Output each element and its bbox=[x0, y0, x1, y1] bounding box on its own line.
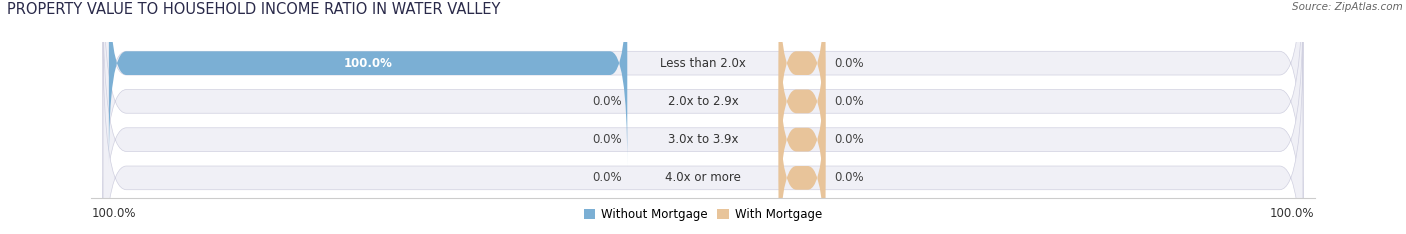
Text: 100.0%: 100.0% bbox=[91, 207, 136, 220]
Text: 4.0x or more: 4.0x or more bbox=[665, 171, 741, 184]
Text: PROPERTY VALUE TO HOUSEHOLD INCOME RATIO IN WATER VALLEY: PROPERTY VALUE TO HOUSEHOLD INCOME RATIO… bbox=[7, 2, 501, 17]
FancyBboxPatch shape bbox=[779, 37, 825, 234]
Text: 0.0%: 0.0% bbox=[834, 95, 863, 108]
FancyBboxPatch shape bbox=[779, 0, 825, 166]
Text: 0.0%: 0.0% bbox=[834, 171, 863, 184]
Text: Source: ZipAtlas.com: Source: ZipAtlas.com bbox=[1292, 2, 1403, 12]
Text: 0.0%: 0.0% bbox=[592, 133, 621, 146]
FancyBboxPatch shape bbox=[103, 0, 1303, 204]
FancyBboxPatch shape bbox=[779, 75, 825, 234]
FancyBboxPatch shape bbox=[103, 0, 1303, 234]
Text: 2.0x to 2.9x: 2.0x to 2.9x bbox=[668, 95, 738, 108]
Text: 0.0%: 0.0% bbox=[592, 95, 621, 108]
Text: 0.0%: 0.0% bbox=[834, 133, 863, 146]
Text: 3.0x to 3.9x: 3.0x to 3.9x bbox=[668, 133, 738, 146]
Legend: Without Mortgage, With Mortgage: Without Mortgage, With Mortgage bbox=[579, 203, 827, 226]
FancyBboxPatch shape bbox=[108, 0, 627, 166]
FancyBboxPatch shape bbox=[779, 0, 825, 204]
Text: 0.0%: 0.0% bbox=[834, 57, 863, 70]
Text: 100.0%: 100.0% bbox=[1270, 207, 1315, 220]
FancyBboxPatch shape bbox=[103, 37, 1303, 234]
FancyBboxPatch shape bbox=[103, 0, 1303, 234]
Text: 0.0%: 0.0% bbox=[592, 171, 621, 184]
Text: 100.0%: 100.0% bbox=[343, 57, 392, 70]
Text: Less than 2.0x: Less than 2.0x bbox=[659, 57, 747, 70]
